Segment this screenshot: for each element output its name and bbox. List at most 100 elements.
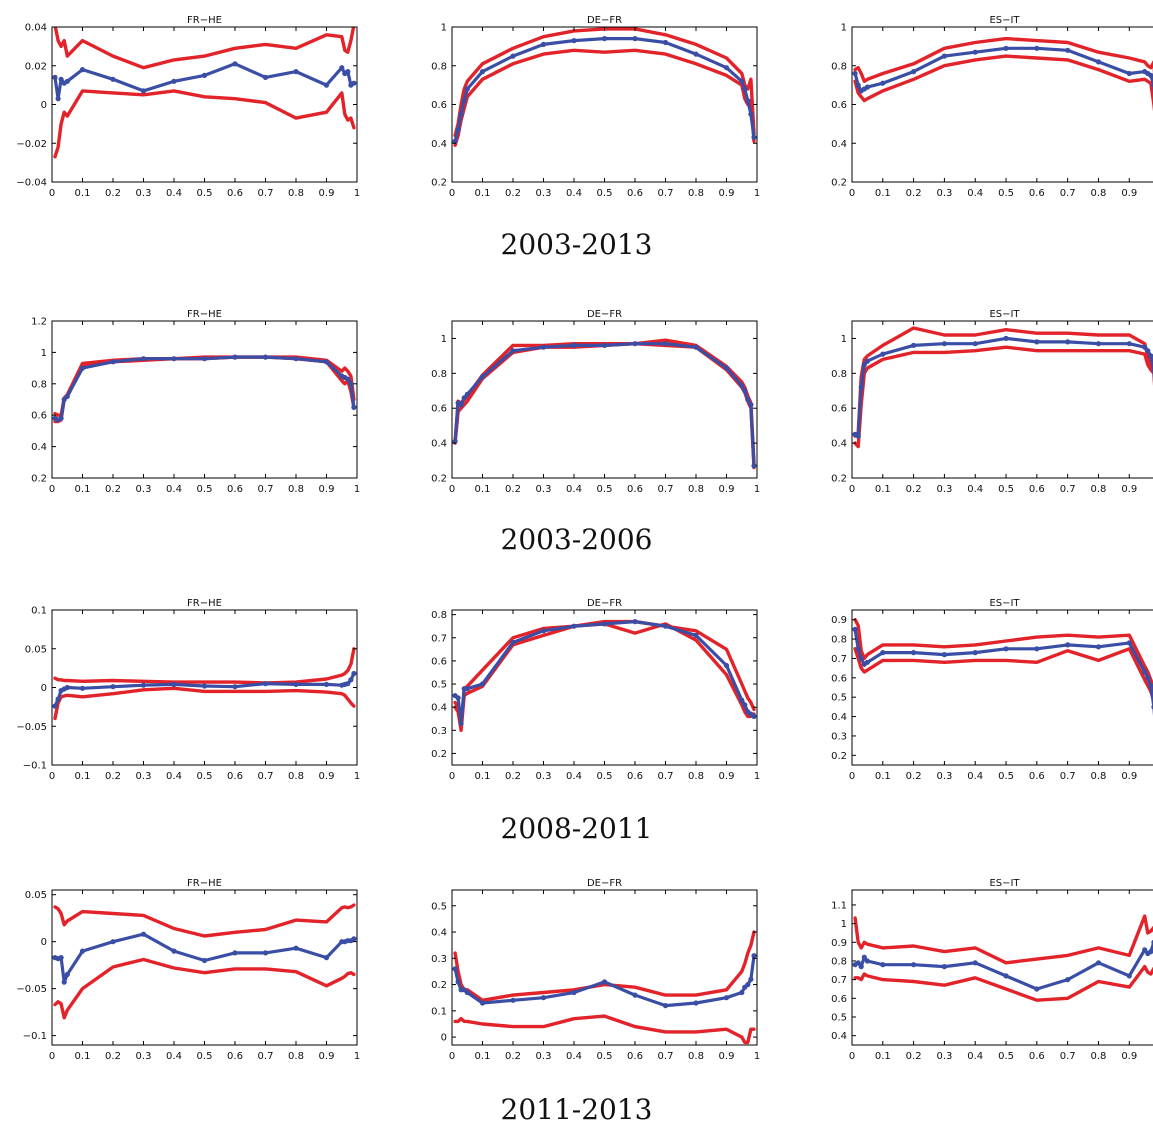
chart-2003-2013-defr-xtick-label: 0.6: [627, 188, 643, 199]
chart-2003-2006-defr-point: [723, 365, 730, 371]
chart-2003-2006-defr-point: [693, 344, 699, 350]
chart-2011-2013-frhe-ytick-label: 0.05: [25, 890, 47, 901]
chart-2003-2013-esit-point: [1148, 72, 1153, 78]
chart-2011-2013-defr-point: [662, 1003, 669, 1009]
chart-2008-2011-esit-lower-line: [853, 647, 1153, 713]
chart-2008-2011-esit-point: [1126, 640, 1132, 646]
chart-2003-2006-esit-xtick-label: 0: [849, 484, 855, 495]
chart-2003-2006-frhe-ytick-label: 1: [41, 348, 47, 359]
chart-2003-2013-frhe-ytick-label: 0.04: [25, 23, 47, 34]
chart-2003-2013-defr-ytick-label: 0.6: [431, 100, 447, 111]
chart-2003-2006-esit-xtick-label: 0.6: [1029, 484, 1045, 495]
chart-2003-2006-esit-frame: [851, 320, 1153, 479]
chart-2003-2006-frhe-title: FR−HE: [187, 309, 222, 320]
chart-2003-2013-esit: ES−IT 0.2 0.4 0.6 0.8 1 0 0.1 0.2 0.3 0.4 0.5 0.6 0.7…: [831, 15, 1153, 199]
chart-2008-2011-esit-point: [941, 652, 948, 658]
chart-2003-2013-frhe-point: [171, 78, 177, 84]
chart-2011-2013-defr-point: [452, 966, 458, 972]
chart-2003-2006-defr-point: [748, 402, 754, 408]
period-caption-2008-2011: 2008-2011: [500, 812, 653, 845]
chart-2008-2011-frhe-ytick-label: 0.1: [31, 606, 47, 617]
chart-2003-2013-frhe-xtick-label: 0.8: [288, 188, 304, 199]
chart-2008-2011-esit-ytick-label: 0.6: [831, 673, 847, 684]
chart-2003-2013-esit-lower-line: [853, 54, 1153, 112]
chart-2003-2013-frhe-xtick-label: 0.4: [166, 188, 182, 199]
chart-2008-2011-defr-ytick-label: 0.4: [431, 703, 447, 714]
chart-2003-2013-defr-xtick-label: 0.2: [505, 188, 521, 199]
chart-2003-2013-frhe-point: [293, 69, 299, 75]
chart-2003-2006-esit-title: ES−IT: [989, 309, 1020, 320]
chart-2011-2013-defr-xtick-label: 0: [449, 1051, 455, 1062]
chart-2003-2006-esit-ytick-label: 1: [841, 334, 847, 345]
chart-2003-2006-esit-point: [880, 351, 886, 357]
chart-2003-2006-defr-xtick-label: 0.4: [566, 484, 582, 495]
chart-2008-2011-frhe-xtick-label: 0.6: [227, 771, 243, 782]
chart-2003-2006-defr-xtick-label: 0.9: [719, 484, 735, 495]
chart-2003-2006-frhe-ytick-label: 0.2: [31, 474, 47, 485]
chart-2003-2006-defr-point: [632, 341, 638, 347]
chart-2011-2013-frhe-xtick-label: 0.9: [319, 1051, 335, 1062]
chart-2011-2013-frhe-point: [79, 948, 86, 954]
chart-2011-2013-frhe-point: [140, 931, 147, 937]
chart-2011-2013-defr-xtick-label: 0.2: [505, 1051, 521, 1062]
chart-2003-2013-frhe-title: FR−HE: [187, 15, 222, 26]
chart-2008-2011-frhe-point: [345, 681, 351, 687]
chart-2011-2013-frhe-point: [64, 971, 70, 978]
chart-2011-2013-defr: DE−FR 0 0.1 0.2 0.3 0.4 0.5 0 0.1 0.2 0.3 0.4 0.5 0.6…: [431, 878, 760, 1062]
chart-2011-2013-esit-point: [861, 954, 867, 960]
chart-2008-2011-frhe-xtick-label: 0.1: [75, 771, 91, 782]
chart-2011-2013-esit-xtick-label: 0.8: [1091, 1051, 1107, 1062]
chart-2003-2006-esit-point: [864, 358, 871, 364]
chart-2003-2013-defr-point: [510, 53, 516, 59]
chart-2011-2013-frhe-point: [201, 957, 208, 964]
chart-2003-2013-esit-title: ES−IT: [989, 15, 1020, 26]
chart-2011-2013-esit-ytick-label: 0.6: [831, 994, 847, 1005]
chart-2011-2013-defr-xtick-label: 1: [754, 1051, 760, 1062]
chart-2003-2013-esit-xtick-label: 0: [849, 188, 855, 199]
chart-2003-2006-esit: ES−IT 0.2 0.4 0.6 0.8 1 0 0.1 0.2 0.3 0.4 0.5 0.6 0.7…: [831, 309, 1153, 495]
chart-2003-2006-esit-point: [1065, 339, 1071, 345]
chart-2011-2013-frhe-xtick-label: 0.3: [136, 1051, 152, 1062]
chart-2011-2013-esit-point: [1126, 973, 1132, 979]
chart-2003-2013-defr-point: [662, 39, 669, 46]
chart-2003-2006-frhe-point: [140, 356, 147, 362]
chart-2003-2013-frhe-xtick-label: 0.1: [75, 188, 91, 199]
chart-2003-2013-frhe-point: [262, 74, 269, 80]
chart-2011-2013-esit-ytick-label: 1.1: [831, 900, 847, 911]
chart-2011-2013-frhe-point: [351, 936, 357, 942]
chart-2003-2013-defr-point: [723, 65, 730, 71]
chart-2003-2006-defr-ytick-label: 0.2: [431, 474, 447, 485]
chart-2003-2006-frhe-point: [345, 376, 351, 382]
chart-2008-2011-esit-ytick-label: 0.2: [831, 751, 847, 762]
chart-2003-2013-defr-point: [458, 111, 464, 117]
chart-2003-2013-esit-ytick-label: 1: [841, 23, 847, 34]
chart-2008-2011-frhe-ytick-label: 0: [41, 683, 47, 694]
chart-2011-2013-frhe-title: FR−HE: [187, 878, 222, 889]
chart-2011-2013-defr-xtick-label: 0.7: [658, 1051, 674, 1062]
chart-2008-2011-defr: DE−FR 0.2 0.3 0.4 0.5 0.6 0.7 0.8 0 0.1 0.2 0.3 0.4 0…: [431, 598, 760, 782]
chart-2008-2011-defr-ytick-label: 0.7: [431, 633, 447, 644]
chart-2003-2013-frhe-point: [52, 74, 58, 80]
chart-2003-2013-frhe-xtick-label: 0.6: [227, 188, 243, 199]
chart-2003-2006-frhe-xtick-label: 0.2: [105, 484, 121, 495]
chart-2008-2011-frhe-point: [171, 681, 177, 688]
chart-2003-2006-frhe-ytick-label: 0.6: [31, 411, 47, 422]
chart-2008-2011-defr-frame: [451, 609, 758, 766]
chart-2008-2011-defr-ytick-label: 0.3: [431, 726, 447, 737]
chart-2003-2013-esit-point: [1095, 59, 1102, 65]
chart-2003-2006-defr-point: [458, 402, 464, 408]
chart-2003-2013-defr-point: [464, 86, 470, 92]
chart-2003-2013-defr-xtick-label: 0.1: [475, 188, 491, 199]
chart-2003-2006-defr-xtick-label: 0.5: [597, 484, 613, 495]
chart-2003-2006-esit-point: [855, 433, 861, 439]
chart-2008-2011-esit-point: [1095, 644, 1102, 650]
chart-2003-2013-frhe-lower-line: [53, 89, 356, 159]
chart-2008-2011-frhe-point: [52, 703, 58, 709]
chart-2008-2011-defr-point: [455, 695, 461, 701]
chart-2011-2013-defr-point: [751, 953, 757, 959]
chart-2008-2011-esit-point: [864, 659, 871, 665]
chart-2003-2013-frhe-point: [79, 67, 86, 73]
chart-2003-2013-defr-xtick-label: 0.8: [688, 188, 704, 199]
chart-2008-2011-defr-title: DE−FR: [587, 598, 622, 609]
